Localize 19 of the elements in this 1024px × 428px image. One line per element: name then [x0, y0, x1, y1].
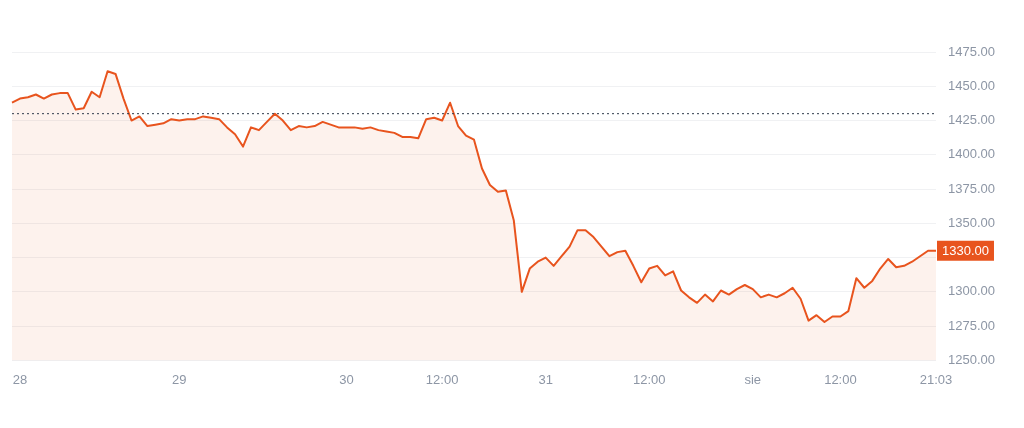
y-tick-label: 1450.00 — [948, 77, 995, 93]
y-tick-label: 1400.00 — [948, 146, 995, 162]
x-tick-label: 31 — [538, 371, 553, 387]
x-tick-label: 12:00 — [632, 371, 666, 387]
x-tick-label: 28 — [12, 371, 28, 387]
y-tick-label: 1475.00 — [948, 43, 995, 59]
y-tick-label: 1350.00 — [948, 214, 995, 230]
x-tick-label: 12:00 — [824, 371, 857, 387]
x-tick-label: 30 — [339, 371, 354, 387]
text: 1330.00 — [942, 243, 989, 259]
x-tick-label: 21:03 — [919, 371, 953, 387]
y-tick-label: 1375.00 — [948, 180, 995, 196]
x-tick-label: 29 — [172, 371, 187, 387]
x-tick-label: sie — [744, 371, 762, 387]
y-tick-label: 1425.00 — [948, 112, 995, 128]
x-tick-label: 12:00 — [425, 371, 459, 387]
y-tick-label: 1275.00 — [948, 317, 995, 333]
y-tick-label: 1250.00 — [948, 351, 995, 367]
y-tick-label: 1300.00 — [948, 283, 995, 299]
